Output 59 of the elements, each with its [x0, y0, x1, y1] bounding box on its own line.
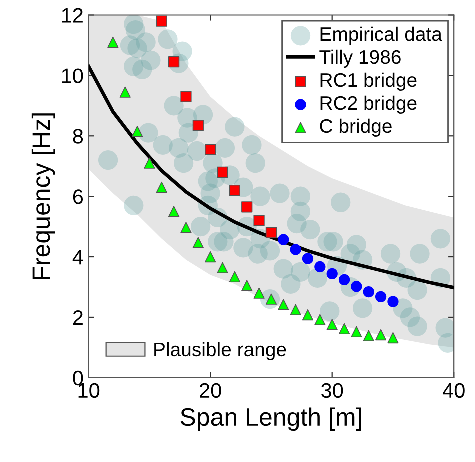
point — [120, 86, 131, 98]
point — [192, 120, 204, 132]
point — [314, 261, 326, 273]
point — [242, 202, 253, 213]
point — [278, 234, 290, 246]
y-axis-title: Frequency [Hz] — [32, 114, 56, 280]
point — [363, 286, 374, 298]
point — [351, 281, 362, 292]
legend-label: RC2 bridge — [320, 96, 417, 114]
x-tick-label: 30 — [322, 383, 344, 398]
point — [205, 251, 216, 263]
point — [217, 262, 228, 274]
point — [217, 166, 228, 178]
point — [156, 182, 168, 194]
y-tick-label: 4 — [72, 250, 84, 265]
y-tick-label: 12 — [62, 8, 83, 23]
y-tick-label: 2 — [73, 310, 83, 326]
y-tick-label: 8 — [73, 129, 84, 144]
point — [302, 309, 314, 321]
point — [338, 323, 350, 335]
point — [180, 91, 192, 102]
point — [388, 332, 399, 344]
point — [326, 319, 338, 330]
point — [180, 222, 192, 234]
point — [302, 253, 314, 264]
point — [254, 288, 265, 299]
point — [363, 330, 374, 342]
x-axis-title: Span Length [m] — [180, 408, 362, 432]
point — [388, 296, 399, 308]
point — [326, 268, 338, 280]
point — [290, 244, 302, 256]
legend-label: Empirical data — [320, 26, 442, 46]
point — [314, 314, 326, 326]
point — [290, 304, 302, 316]
point — [338, 274, 350, 286]
point — [192, 237, 204, 248]
y-tick-label: 6 — [73, 190, 84, 204]
point — [229, 271, 241, 283]
point — [278, 299, 290, 310]
point — [266, 227, 278, 238]
legend-label: C bridge — [320, 118, 392, 137]
annotation: Plausible range — [154, 342, 286, 360]
x-tick-label: 40 — [442, 383, 465, 398]
point — [156, 16, 168, 27]
point — [254, 215, 265, 226]
point — [168, 206, 180, 218]
legend-label: Tilly 1986 — [320, 50, 401, 68]
point — [108, 36, 119, 48]
x-tick-label: 20 — [200, 383, 222, 398]
point — [375, 329, 387, 341]
point — [229, 184, 241, 196]
point — [375, 291, 387, 302]
point — [351, 326, 362, 338]
y-tick-label: 10 — [62, 68, 84, 84]
point — [132, 126, 144, 138]
point — [144, 158, 156, 169]
legend-label: RC1 bridge — [320, 72, 417, 92]
point — [205, 144, 216, 156]
point — [242, 280, 253, 292]
